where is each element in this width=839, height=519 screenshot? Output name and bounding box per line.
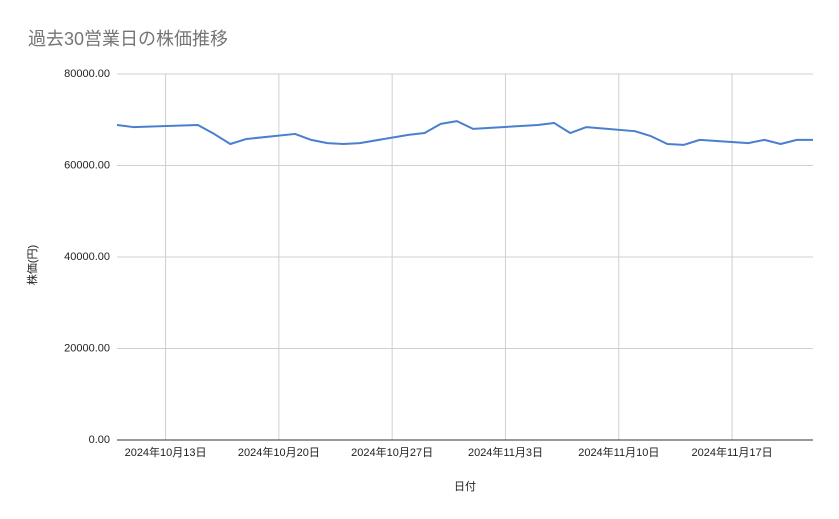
y-tick-label: 20000.00 <box>64 342 110 354</box>
y-tick-label: 60000.00 <box>64 159 110 171</box>
chart-title: 過去30営業日の株価推移 <box>28 29 228 49</box>
x-tick-label: 2024年11月10日 <box>578 445 659 459</box>
x-tick-label: 2024年11月17日 <box>692 445 773 459</box>
y-tick-label: 40000.00 <box>64 251 110 263</box>
y-tick-label: 80000.00 <box>64 68 110 80</box>
x-tick-label: 2024年10月13日 <box>125 445 207 459</box>
x-tick-label: 2024年11月3日 <box>468 445 543 459</box>
line-series <box>116 120 813 146</box>
y-tick-label: 0.00 <box>89 434 110 446</box>
x-axis-label: 日付 <box>454 480 476 493</box>
y-axis-label: 株価(円) <box>25 245 39 285</box>
x-tick-label: 2024年10月20日 <box>238 445 320 459</box>
x-tick-label: 2024年10月27日 <box>351 445 433 459</box>
